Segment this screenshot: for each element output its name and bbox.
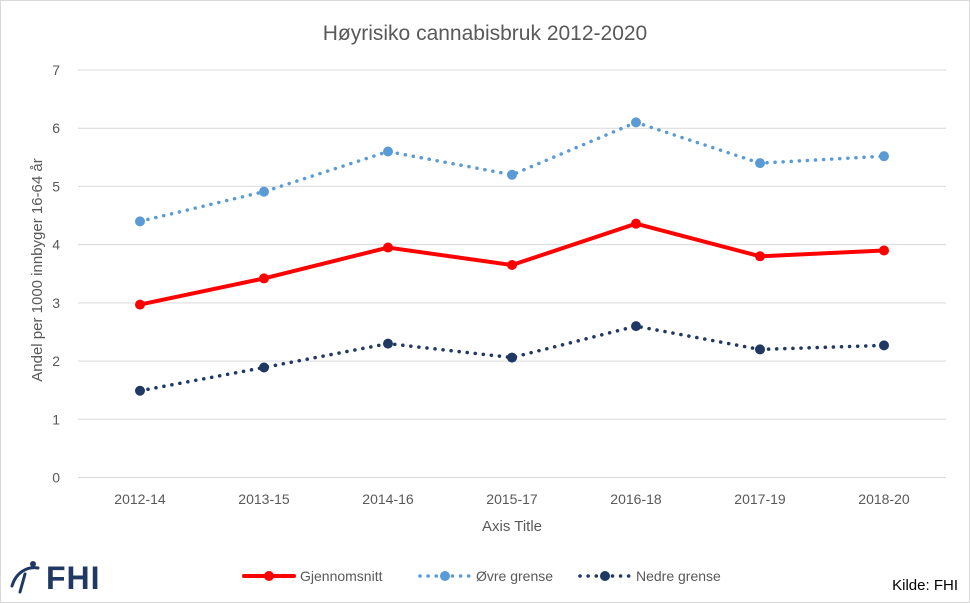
data-point [879, 151, 889, 162]
y-tick-label: 6 [52, 120, 60, 136]
data-point [135, 216, 145, 227]
x-tick-label: 2012-14 [114, 491, 166, 507]
data-point [879, 245, 889, 256]
x-axis-label: Axis Title [482, 518, 542, 535]
data-point [383, 338, 393, 349]
y-tick-label: 5 [52, 178, 60, 194]
gridlines [78, 69, 946, 478]
x-tick-label: 2017-19 [734, 491, 786, 507]
data-point [259, 362, 269, 373]
x-tick-label: 2018-20 [858, 491, 910, 507]
series-3 [135, 321, 889, 396]
data-point [879, 340, 889, 351]
data-point [631, 321, 641, 332]
data-point [631, 117, 641, 128]
data-point [259, 273, 269, 284]
data-point [631, 218, 641, 229]
data-point [755, 344, 765, 355]
y-tick-label: 4 [52, 237, 60, 253]
source-note: Kilde: FHI [892, 577, 958, 594]
series-2 [135, 117, 889, 227]
legend-label: Øvre grense [476, 568, 553, 584]
y-tick-label: 0 [52, 470, 60, 486]
x-tick-label: 2013-15 [238, 491, 290, 507]
fhi-logo-icon [10, 561, 40, 594]
series-1 [135, 218, 889, 310]
legend-item: Nedre grense [578, 568, 721, 584]
y-axis-label: Andel per 1000 innbyger 16-64 år [29, 158, 46, 382]
legend-swatch-marker [600, 571, 610, 581]
data-point [135, 299, 145, 310]
legend-item: Gjennomsnitt [242, 568, 383, 584]
x-tick-label: 2015-17 [486, 491, 538, 507]
x-tick-label: 2016-18 [610, 491, 662, 507]
data-point [507, 260, 517, 271]
y-tick-label: 1 [52, 411, 60, 427]
y-tick-label: 3 [52, 295, 60, 311]
legend: Gjennomsnitt Øvre grense Nedre grense [242, 568, 721, 584]
legend-label: Nedre grense [636, 568, 721, 584]
y-tick-labels: 0 1 2 3 4 5 6 7 [52, 62, 60, 486]
data-point [259, 186, 269, 197]
data-point [135, 385, 145, 396]
data-point [507, 352, 517, 363]
fhi-logo: FHI [8, 560, 101, 596]
data-point [755, 251, 765, 262]
fhi-logo-text: FHI [46, 559, 101, 596]
legend-swatch-marker [440, 571, 450, 581]
legend-label: Gjennomsnitt [300, 568, 383, 584]
x-tick-labels: 2012-14 2013-15 2014-16 2015-17 2016-18 2017-… [114, 491, 910, 507]
y-tick-label: 7 [52, 62, 60, 78]
data-point [383, 146, 393, 157]
data-point [755, 158, 765, 169]
legend-item: Øvre grense [418, 568, 553, 584]
y-tick-label: 2 [52, 353, 60, 369]
chart-title: Høyrisiko cannabisbruk 2012-2020 [323, 22, 648, 45]
legend-swatch-marker [264, 571, 274, 581]
data-point [383, 242, 393, 253]
data-point [507, 169, 517, 180]
series-lines [135, 117, 889, 396]
x-tick-label: 2014-16 [362, 491, 414, 507]
